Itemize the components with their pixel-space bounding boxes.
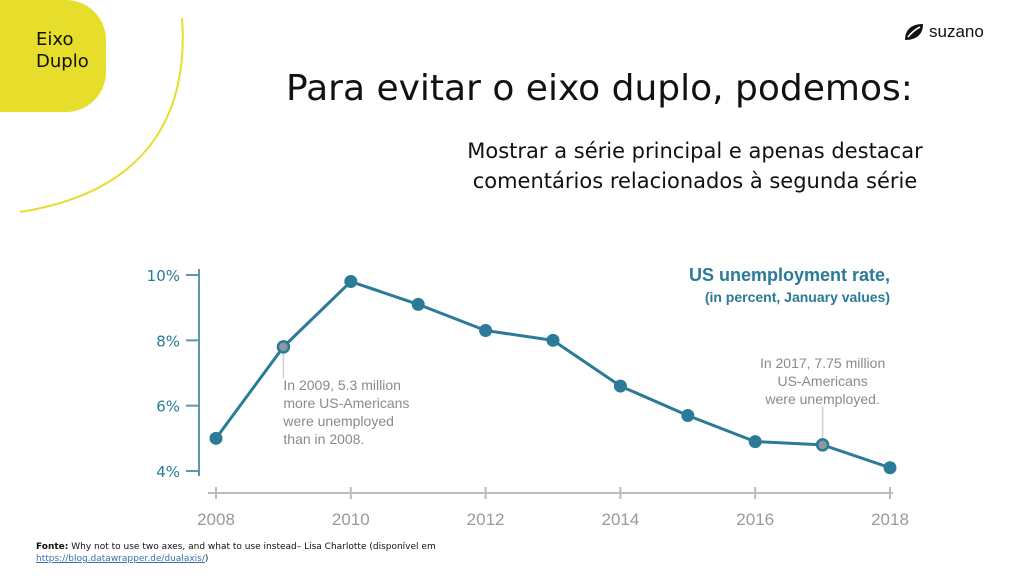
x-tick-label: 2012 (467, 510, 505, 529)
data-point (613, 379, 627, 393)
data-point (883, 461, 897, 475)
chart-title: US unemployment rate, (689, 265, 890, 285)
y-tick-label: 6% (156, 398, 180, 416)
data-point (681, 408, 695, 422)
data-point (748, 435, 762, 449)
source-text: Why not to use two axes, and what to use… (68, 542, 436, 552)
data-point (276, 340, 291, 354)
y-tick-label: 10% (147, 267, 180, 285)
data-point (815, 438, 830, 452)
section-tag-shape (0, 0, 106, 112)
data-point (344, 275, 358, 289)
section-tag: Eixo Duplo (36, 29, 89, 73)
x-tick-label: 2010 (332, 510, 370, 529)
source-close: ) (204, 554, 209, 564)
annotation-2009-line: were unemployed (282, 413, 394, 429)
source-link[interactable]: https://blog.datawrapper.de/dualaxis/ (36, 554, 205, 564)
y-tick-label: 4% (156, 463, 180, 481)
data-point (411, 297, 425, 311)
chart-subtitle: (in percent, January values) (705, 289, 890, 305)
section-tag-line2: Duplo (36, 51, 89, 72)
data-point (209, 431, 223, 445)
section-tag-line1: Eixo (36, 29, 74, 50)
annotation-2009-line: In 2009, 5.3 million (283, 377, 401, 393)
leaf-logo-icon (905, 24, 923, 40)
annotation-2017-line: US-Americans (777, 373, 867, 389)
subtitle-line1: Mostrar a série principal e apenas desta… (467, 139, 923, 163)
data-point (479, 324, 493, 338)
page-subtitle: Mostrar a série principal e apenas desta… (430, 136, 960, 196)
x-tick-label: 2008 (197, 510, 235, 529)
subtitle-line2: comentários relacionados à segunda série (472, 169, 918, 193)
brand-name: suzano (929, 22, 984, 41)
source-note: Fonte: Why not to use two axes, and what… (36, 541, 436, 565)
annotation-2009-line: more US-Americans (283, 395, 409, 411)
brand-logo: suzano (903, 22, 984, 42)
x-tick-label: 2016 (736, 510, 774, 529)
annotation-2017-line: were unemployed. (764, 391, 879, 407)
annotation-2017-line: In 2017, 7.75 million (760, 355, 885, 371)
decorative-curve-line (19, 17, 184, 213)
x-tick-label: 2018 (871, 510, 909, 529)
y-tick-label: 8% (156, 332, 180, 350)
annotation-2009-line: than in 2008. (283, 431, 364, 447)
page-title: Para evitar o eixo duplo, podemos: (286, 68, 913, 109)
data-point (546, 333, 560, 347)
x-tick-label: 2014 (601, 510, 639, 529)
source-label: Fonte: (36, 542, 69, 552)
